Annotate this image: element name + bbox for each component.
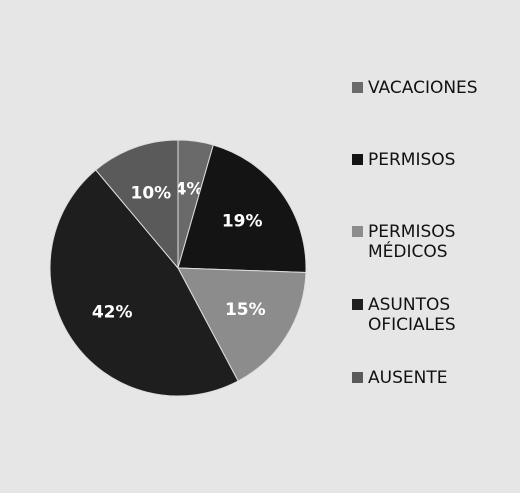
legend-label: ASUNTOS OFICIALES (368, 295, 456, 335)
legend-swatch (352, 299, 363, 310)
legend-swatch (352, 372, 363, 383)
pie-slice (177, 267, 307, 382)
data-label: 42% (92, 302, 133, 322)
legend-swatch (352, 226, 363, 237)
pie-slice (95, 139, 179, 270)
data-label: 19% (222, 211, 263, 231)
legend-item: PERMISOS MÉDICOS (352, 222, 512, 262)
data-label: 15% (225, 300, 266, 320)
legend-item: VACACIONES (352, 78, 512, 98)
legend-item: ASUNTOS OFICIALES (352, 295, 512, 335)
legend-label: PERMISOS (368, 150, 456, 170)
pie-slice (177, 144, 307, 273)
legend-label: AUSENTE (368, 368, 448, 388)
legend-swatch (352, 154, 363, 165)
legend-label: VACACIONES (368, 78, 478, 98)
legend-item: AUSENTE (352, 368, 512, 388)
legend-item: PERMISOS (352, 150, 512, 170)
pie-slice (49, 169, 239, 397)
data-label: 4% (175, 179, 204, 199)
data-label: 10% (131, 183, 172, 203)
legend-swatch (352, 82, 363, 93)
legend-label: PERMISOS MÉDICOS (368, 222, 456, 262)
